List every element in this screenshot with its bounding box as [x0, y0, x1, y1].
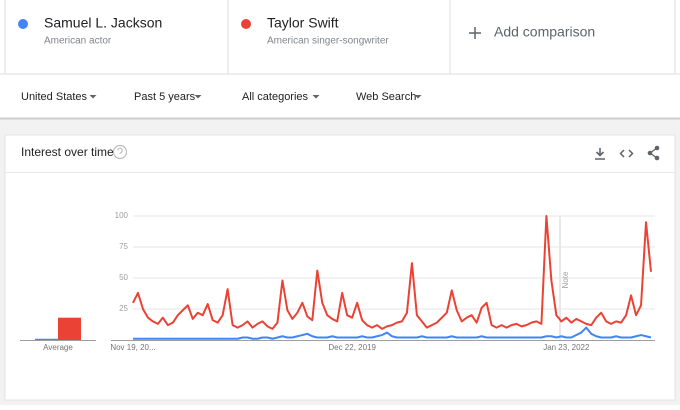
trend-line: [132, 215, 652, 330]
term-card[interactable]: Taylor Swift American singer-songwriter: [241, 15, 389, 47]
share-node: [654, 145, 660, 151]
average-bar: [35, 338, 58, 340]
term-card[interactable]: Samuel L. Jackson American actor: [18, 15, 162, 47]
term-name: Taylor Swift: [267, 15, 339, 31]
x-tick-label: Jan 23, 2022: [543, 343, 590, 352]
annotation[interactable]: Note: [561, 271, 570, 288]
term-dot: [18, 19, 28, 29]
filter-dropdown[interactable]: Web Search: [356, 91, 422, 103]
dropdown-arrow: [89, 95, 97, 99]
add-comparison[interactable]: Add comparison: [469, 24, 595, 40]
filter-dropdown[interactable]: All categories: [242, 91, 320, 103]
help-icon[interactable]: [112, 144, 128, 160]
filter-label: All categories: [242, 91, 309, 103]
filter-label: United States: [21, 91, 88, 103]
term-name: Samuel L. Jackson: [44, 15, 162, 31]
trend-line: [133, 326, 652, 340]
term-dot: [241, 19, 251, 29]
filter-dropdown[interactable]: Past 5 years: [134, 91, 202, 103]
y-tick-label: 75: [119, 242, 128, 251]
average-bar: [58, 317, 81, 340]
filter-label: Past 5 years: [134, 91, 196, 103]
dropdown-arrow: [414, 95, 422, 99]
share-node: [654, 155, 660, 161]
term-description: American singer-songwriter: [267, 36, 389, 47]
x-tick-label: Dec 22, 2019: [328, 343, 376, 352]
term-description: American actor: [44, 36, 112, 47]
y-tick-label: 25: [119, 304, 128, 313]
share-icon[interactable]: [647, 145, 660, 161]
dropdown-arrow: [312, 95, 320, 99]
y-tick-label: 100: [115, 211, 129, 220]
dropdown-arrow: [194, 95, 202, 99]
average-label: Average: [43, 343, 73, 352]
x-tick-label: Nov 19, 20...: [110, 343, 155, 352]
header: [0, 0, 680, 118]
filter-label: Web Search: [356, 91, 416, 103]
plus-icon: [469, 27, 481, 39]
filter-dropdown[interactable]: United States: [21, 91, 97, 103]
help-mark: [117, 147, 123, 154]
embed-icon[interactable]: [619, 149, 634, 158]
card: [4, 134, 676, 401]
filters: United States Past 5 years All categories W…: [21, 91, 422, 103]
y-tick-label: 50: [119, 273, 128, 282]
download-icon[interactable]: [595, 148, 605, 160]
help-circle: [112, 144, 128, 160]
share-node: [647, 150, 653, 156]
card-title: Interest over time: [21, 145, 114, 159]
add-comparison-label: Add comparison: [494, 24, 595, 40]
